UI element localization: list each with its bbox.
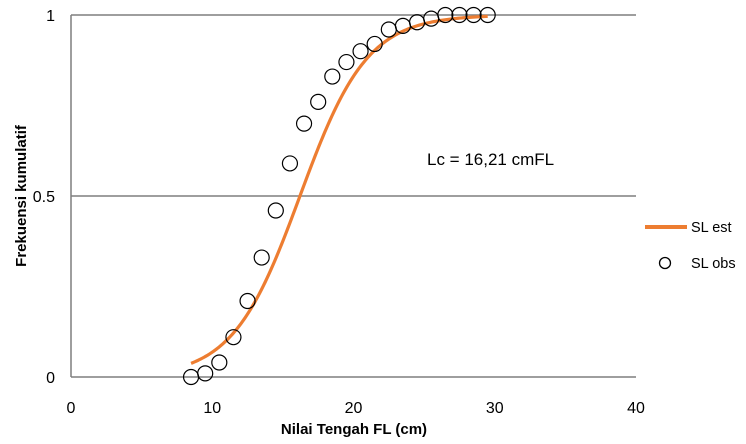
data-point-sl-obs [310, 93, 327, 110]
lc-annotation: Lc = 16,21 cmFL [427, 150, 554, 169]
y-tick-label: 1 [46, 8, 55, 25]
data-point-sl-obs [295, 115, 313, 132]
x-tick-label: 10 [203, 400, 221, 417]
y-axis-title: Frekuensi kumulatif [13, 124, 30, 267]
x-tick-label: 30 [486, 400, 504, 417]
y-tick-label: 0 [46, 370, 55, 387]
legend-swatch-sl-obs [658, 256, 672, 270]
x-tick-label: 40 [627, 400, 645, 417]
plot-area [182, 6, 496, 386]
data-point-sl-obs [253, 249, 270, 266]
data-point-sl-obs [267, 202, 284, 219]
legend-label-sl-obs: SL obs [691, 256, 736, 272]
data-point-sl-obs [211, 354, 228, 371]
data-point-sl-obs [451, 6, 468, 24]
x-tick-label: 0 [67, 400, 76, 417]
data-point-sl-obs [225, 329, 242, 346]
data-point-sl-obs [324, 68, 341, 85]
data-point-sl-obs [380, 21, 397, 38]
data-point-sl-obs [366, 35, 383, 53]
data-point-sl-obs [197, 365, 214, 382]
data-point-sl-obs [281, 155, 299, 172]
data-point-sl-obs [423, 10, 440, 27]
data-point-sl-obs [408, 14, 426, 31]
x-tick-label: 20 [345, 400, 363, 417]
axes [70, 15, 636, 378]
data-point-sl-obs [479, 6, 496, 24]
series-line-sl-est [190, 14, 488, 365]
data-point-sl-obs [338, 53, 355, 71]
data-point-sl-obs [437, 6, 454, 24]
grid-lines [71, 14, 636, 197]
legend: SL est SL obs [645, 220, 736, 272]
tick-labels: 00.510 10 20 30 40 [33, 8, 645, 417]
data-point-sl-obs [239, 292, 256, 310]
x-axis-title: Nilai Tengah FL (cm) [281, 421, 427, 438]
data-point-sl-obs [465, 6, 482, 24]
y-tick-label: 0.5 [33, 189, 55, 206]
legend-label-sl-est: SL est [691, 220, 732, 236]
data-point-sl-obs [352, 43, 369, 60]
